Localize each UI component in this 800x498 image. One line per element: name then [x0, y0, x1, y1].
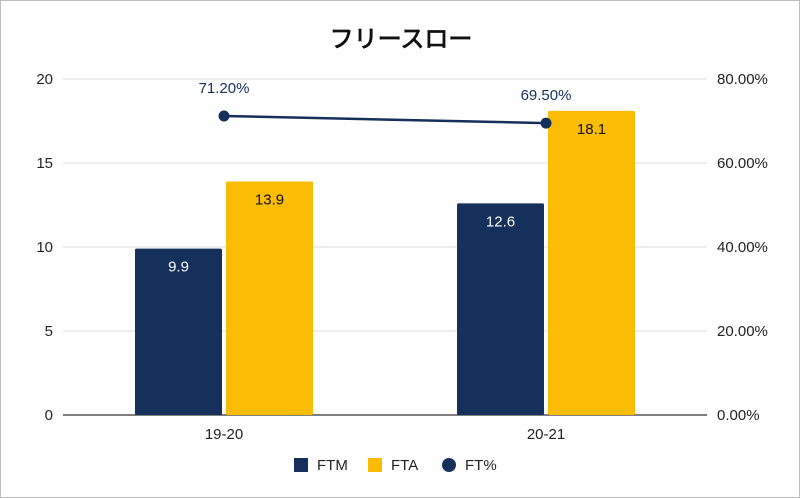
right-axis: 0.00% 20.00% 40.00% 60.00% 80.00% [717, 71, 768, 424]
legend: FTM FTA FT% [294, 457, 497, 474]
data-label-fta: 18.1 [577, 121, 606, 138]
y-right-tick-label: 0.00% [717, 407, 760, 424]
data-label-ft-pct: 71.20% [199, 80, 250, 97]
bar-fta-19-20 [226, 181, 313, 415]
bar-fta-20-21 [548, 110, 635, 416]
point-19-20 [218, 110, 230, 122]
bars: 9.9 12.6 13.9 18.1 [135, 110, 635, 416]
data-label-ftm: 9.9 [168, 259, 189, 276]
chart-title: フリースロー [330, 25, 473, 53]
ft-pct-line: 71.20% 69.50% [199, 80, 572, 129]
y-right-tick-label: 40.00% [717, 239, 768, 256]
x-tick-label: 19-20 [205, 426, 243, 443]
data-label-fta: 13.9 [255, 191, 284, 208]
y-left-tick-label: 10 [36, 239, 53, 256]
y-right-tick-label: 20.00% [717, 323, 768, 340]
y-right-tick-label: 60.00% [717, 155, 768, 172]
y-right-tick-label: 80.00% [717, 71, 768, 88]
point-20-21 [540, 117, 552, 129]
y-left-tick-label: 5 [45, 323, 53, 340]
legend-label: FT% [465, 457, 497, 474]
y-left-tick-label: 15 [36, 155, 53, 172]
data-label-ft-pct: 69.50% [521, 87, 572, 104]
data-label-ftm: 12.6 [486, 213, 515, 230]
legend-label: FTM [317, 457, 348, 474]
legend-marker-fta [368, 458, 382, 472]
left-axis: 0 5 10 15 20 [36, 71, 53, 424]
line-ft% [223, 114, 547, 125]
y-left-tick-label: 20 [36, 71, 53, 88]
legend-marker-ft-pct [442, 458, 456, 472]
legend-label: FTA [391, 457, 418, 474]
legend-marker-ftm [294, 458, 308, 472]
category-axis: 19-20 20-21 [205, 426, 565, 443]
y-left-tick-label: 0 [45, 407, 53, 424]
bar-ftm-20-21 [457, 203, 544, 415]
x-tick-label: 20-21 [527, 426, 565, 443]
bar-ftm-19-20 [135, 248, 222, 415]
